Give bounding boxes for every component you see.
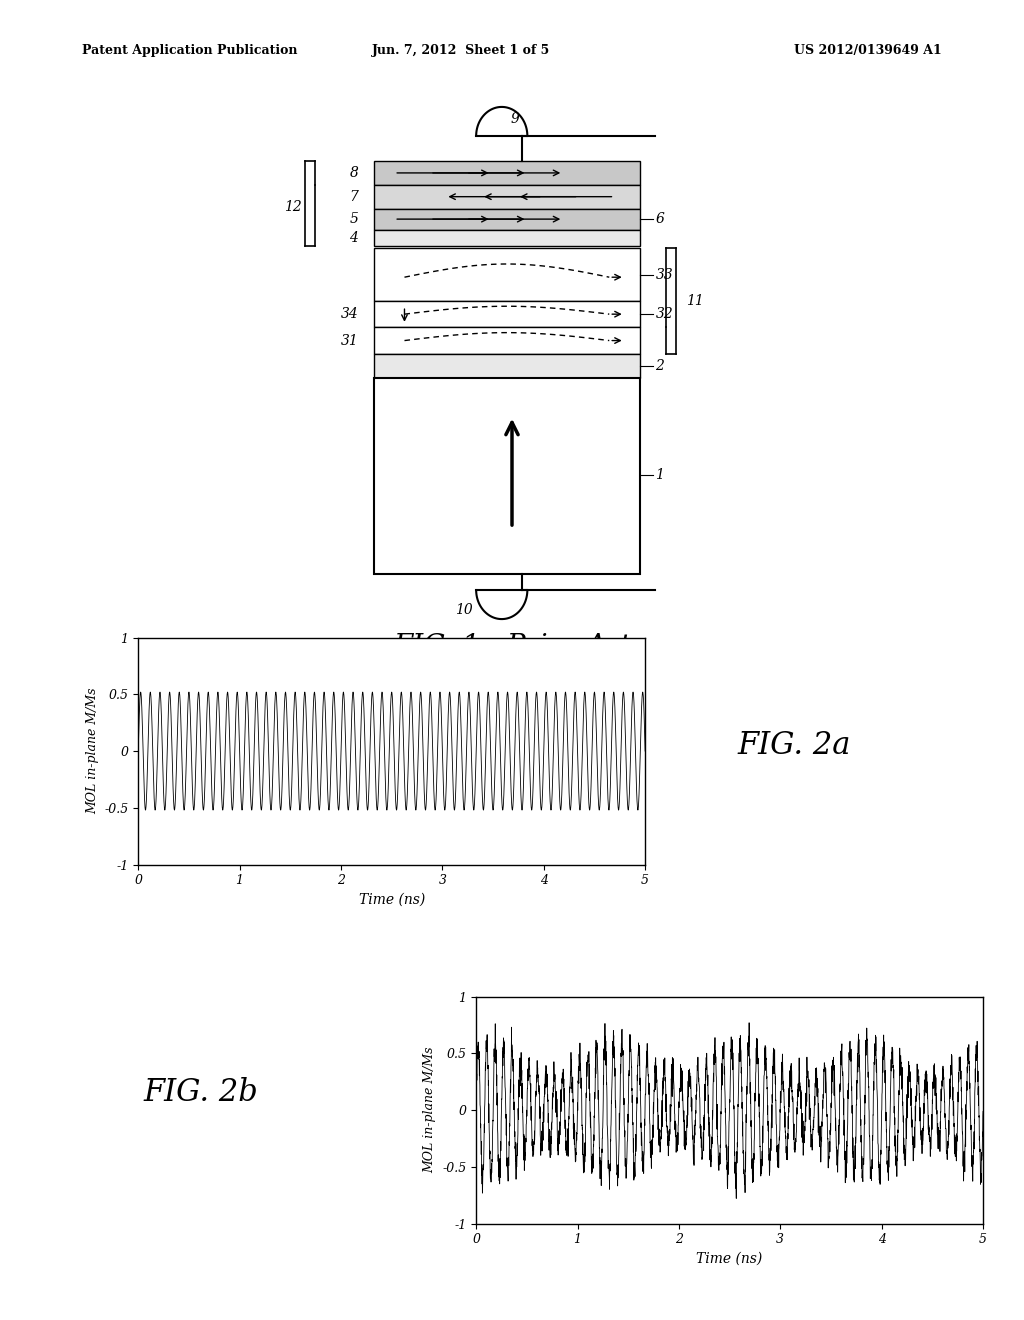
Text: 9: 9 <box>511 112 519 125</box>
Polygon shape <box>374 248 640 301</box>
Text: 8: 8 <box>349 166 358 180</box>
Y-axis label: MOL in-plane M/Ms: MOL in-plane M/Ms <box>424 1047 436 1173</box>
Polygon shape <box>374 378 640 574</box>
Polygon shape <box>374 209 640 230</box>
Text: FIG. 2a: FIG. 2a <box>737 730 851 762</box>
Text: 7: 7 <box>349 190 358 203</box>
Text: Jun. 7, 2012  Sheet 1 of 5: Jun. 7, 2012 Sheet 1 of 5 <box>372 44 550 57</box>
Text: US 2012/0139649 A1: US 2012/0139649 A1 <box>795 44 942 57</box>
Text: 32: 32 <box>655 308 673 321</box>
X-axis label: Time (ns): Time (ns) <box>696 1251 763 1266</box>
Text: Patent Application Publication: Patent Application Publication <box>82 44 297 57</box>
Polygon shape <box>374 327 640 354</box>
Text: FIG. 1 - Prior Art: FIG. 1 - Prior Art <box>393 634 631 660</box>
Polygon shape <box>374 230 640 246</box>
Text: 4: 4 <box>349 231 358 244</box>
Text: 31: 31 <box>341 334 358 347</box>
Text: FIG. 2b: FIG. 2b <box>143 1077 258 1109</box>
Text: 12: 12 <box>285 201 302 214</box>
Text: 33: 33 <box>655 268 673 281</box>
Polygon shape <box>374 354 640 378</box>
Text: 11: 11 <box>686 294 703 308</box>
Text: 5: 5 <box>349 213 358 226</box>
Text: 2: 2 <box>655 359 665 372</box>
X-axis label: Time (ns): Time (ns) <box>358 892 425 907</box>
Polygon shape <box>374 185 640 209</box>
Text: 1: 1 <box>655 469 665 482</box>
Text: 6: 6 <box>655 213 665 226</box>
Text: 34: 34 <box>341 308 358 321</box>
Y-axis label: MOL in-plane M/Ms: MOL in-plane M/Ms <box>86 688 98 814</box>
Polygon shape <box>374 161 640 185</box>
Polygon shape <box>374 301 640 327</box>
Text: 10: 10 <box>455 603 473 616</box>
